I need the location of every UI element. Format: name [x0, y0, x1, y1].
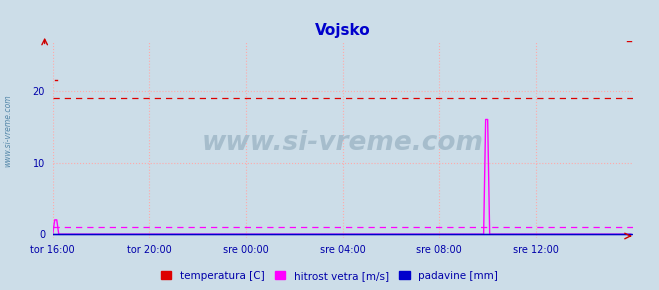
Text: www.si-vreme.com: www.si-vreme.com	[3, 94, 13, 167]
Title: Vojsko: Vojsko	[315, 23, 370, 38]
Text: www.si-vreme.com: www.si-vreme.com	[202, 130, 484, 156]
Legend: temperatura [C], hitrost vetra [m/s], padavine [mm]: temperatura [C], hitrost vetra [m/s], pa…	[157, 267, 502, 285]
